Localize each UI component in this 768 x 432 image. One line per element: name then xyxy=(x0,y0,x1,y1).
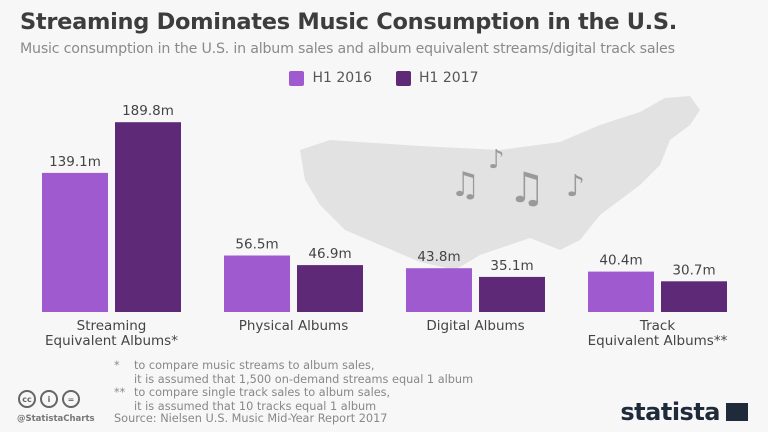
category-label: Streaming xyxy=(77,318,147,334)
category-label: Track xyxy=(639,318,676,334)
data-label: 30.7m xyxy=(672,262,715,278)
footnote-text: to compare music streams to album sales, xyxy=(134,359,375,372)
legend: H1 2016 H1 2017 xyxy=(0,70,768,86)
data-label: 139.1m xyxy=(49,154,101,170)
music-note-icon: ♪ xyxy=(488,145,505,175)
footnote-text: to compare single track sales to album s… xyxy=(134,386,391,399)
nd-icon: = xyxy=(62,390,80,408)
footnote-text: it is assumed that 10 tracks equal 1 alb… xyxy=(134,399,377,413)
legend-label: H1 2016 xyxy=(312,70,372,86)
category-label: Equivalent Albums** xyxy=(588,333,728,349)
cc-icon: cc xyxy=(18,390,36,408)
license-icons: cc i = xyxy=(18,390,80,408)
bar xyxy=(42,172,108,312)
legend-item-2017: H1 2017 xyxy=(396,70,479,86)
data-label: 43.8m xyxy=(417,249,460,265)
footnotes: * to compare music streams to album sales… xyxy=(114,359,473,413)
bar xyxy=(224,255,290,312)
music-notes-illustration: ♫ ♪ ♫ ♪ xyxy=(450,145,585,212)
logo-text: statista xyxy=(620,398,720,426)
music-note-icon: ♫ xyxy=(508,163,546,212)
data-label: 40.4m xyxy=(599,253,642,269)
twitter-handle: @StatistaCharts xyxy=(17,414,95,424)
music-note-icon: ♪ xyxy=(566,169,585,204)
footnote-mark: * xyxy=(114,359,120,372)
by-icon: i xyxy=(40,390,58,408)
bar xyxy=(297,265,363,312)
footnote-text: it is assumed that 1,500 on-demand strea… xyxy=(134,372,474,386)
category-label: Digital Albums xyxy=(426,318,524,334)
bar xyxy=(479,276,545,312)
chart-title: Streaming Dominates Music Consumption in… xyxy=(20,9,678,35)
source-text: Source: Nielsen U.S. Music Mid-Year Repo… xyxy=(114,412,388,425)
legend-item-2016: H1 2016 xyxy=(289,70,372,86)
logo-mark-icon xyxy=(726,403,748,421)
data-label: 46.9m xyxy=(308,246,351,262)
statista-logo[interactable]: statista xyxy=(620,398,748,426)
music-note-icon: ♫ xyxy=(450,165,480,205)
bar xyxy=(406,268,472,312)
footnote-mark: ** xyxy=(114,386,126,399)
legend-label: H1 2017 xyxy=(419,70,479,86)
data-label: 35.1m xyxy=(490,258,533,274)
legend-swatch xyxy=(396,70,411,86)
category-label: Equivalent Albums* xyxy=(45,333,178,349)
data-label: 189.8m xyxy=(122,103,174,119)
legend-swatch xyxy=(289,70,305,86)
category-label: Physical Albums xyxy=(239,318,349,334)
bar xyxy=(661,281,727,312)
bar xyxy=(588,271,654,312)
us-map-illustration xyxy=(300,96,700,270)
bar xyxy=(115,122,181,312)
data-label: 56.5m xyxy=(235,237,278,253)
chart-subtitle: Music consumption in the U.S. in album s… xyxy=(20,41,675,57)
